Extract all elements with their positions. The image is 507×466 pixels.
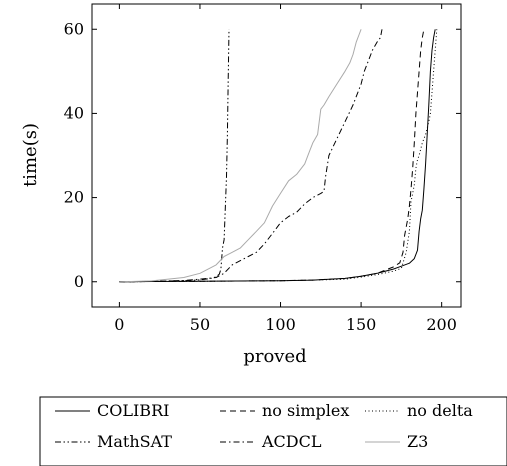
legend-label: Z3 bbox=[407, 432, 428, 451]
legend-label: COLIBRI bbox=[97, 401, 169, 420]
legend-label: ACDCL bbox=[261, 432, 322, 451]
legend: COLIBRI no simplex no delta MathSAT ACDCL Z3 bbox=[39, 396, 507, 466]
legend-box bbox=[39, 396, 507, 466]
legend-label: no delta bbox=[407, 401, 473, 420]
y-axis-label: time(s) bbox=[20, 123, 41, 187]
x-axis-label: proved bbox=[243, 346, 306, 367]
series-line-no-simplex bbox=[119, 29, 425, 283]
tick-marks bbox=[92, 4, 461, 307]
legend-label: no simplex bbox=[262, 401, 349, 420]
plot-frame bbox=[91, 3, 462, 308]
x-tick-label: 200 bbox=[426, 315, 457, 334]
x-tick-label: 100 bbox=[265, 315, 296, 334]
y-tick-label: 20 bbox=[64, 188, 84, 207]
legend-label: MathSAT bbox=[97, 432, 172, 451]
series-line-acdcl bbox=[119, 29, 383, 283]
series-lines bbox=[119, 29, 438, 283]
y-tick-label: 40 bbox=[64, 103, 84, 122]
x-tick-label: 150 bbox=[346, 315, 377, 334]
series-line-no-delta bbox=[119, 29, 438, 283]
x-tick-label: 50 bbox=[190, 315, 210, 334]
tick-labels: 0 50 100 150 200 0 20 40 60 bbox=[64, 19, 457, 334]
series-line-colibri bbox=[119, 29, 436, 283]
y-tick-label: 0 bbox=[74, 272, 84, 291]
series-line-mathsat bbox=[119, 29, 230, 283]
y-tick-label: 60 bbox=[64, 19, 84, 38]
series-line-z3 bbox=[119, 29, 362, 283]
x-tick-label: 0 bbox=[114, 315, 124, 334]
